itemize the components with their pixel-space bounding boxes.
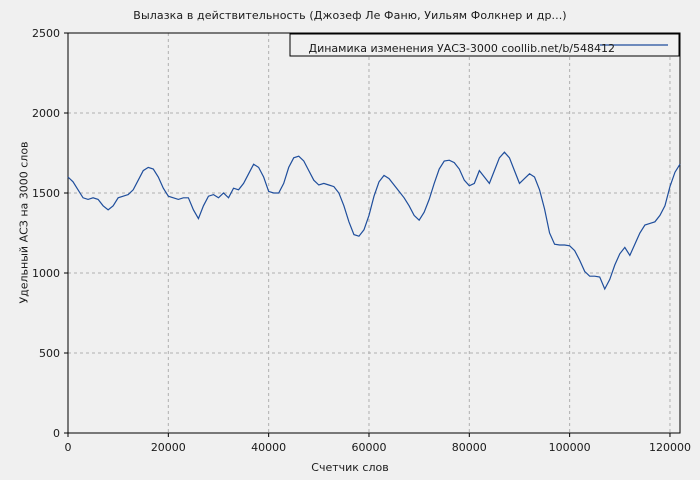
grid-lines [68, 33, 680, 433]
chart-title: Вылазка в действительность (Джозеф Ле Фа… [133, 9, 567, 22]
svg-text:120000: 120000 [649, 441, 691, 454]
svg-text:80000: 80000 [452, 441, 487, 454]
legend-box [289, 33, 680, 57]
y-axis-ticks: 0 500 1000 1500 2000 2500 [32, 27, 68, 440]
svg-text:60000: 60000 [351, 441, 386, 454]
legend[interactable] [289, 33, 680, 57]
svg-text:0: 0 [53, 427, 60, 440]
svg-text:100000: 100000 [549, 441, 591, 454]
svg-text:1000: 1000 [32, 267, 60, 280]
legend-series-label: Динамика изменения УАСЗ-3000 coollib.net… [308, 42, 616, 55]
plot-frame [67, 32, 681, 434]
svg-text:2500: 2500 [32, 27, 60, 40]
x-axis-label: Счетчик слов [311, 461, 389, 474]
svg-text:20000: 20000 [151, 441, 186, 454]
y-axis-label: Удельный АСЗ на 3000 слов [17, 141, 31, 304]
svg-text:500: 500 [39, 347, 60, 360]
data-series-line [67, 151, 681, 291]
x-axis-ticks: 0 20000 40000 60000 80000 100000 120000 [65, 433, 691, 454]
svg-text:0: 0 [65, 441, 72, 454]
svg-text:40000: 40000 [251, 441, 286, 454]
svg-text:1500: 1500 [32, 187, 60, 200]
svg-text:2000: 2000 [32, 107, 60, 120]
